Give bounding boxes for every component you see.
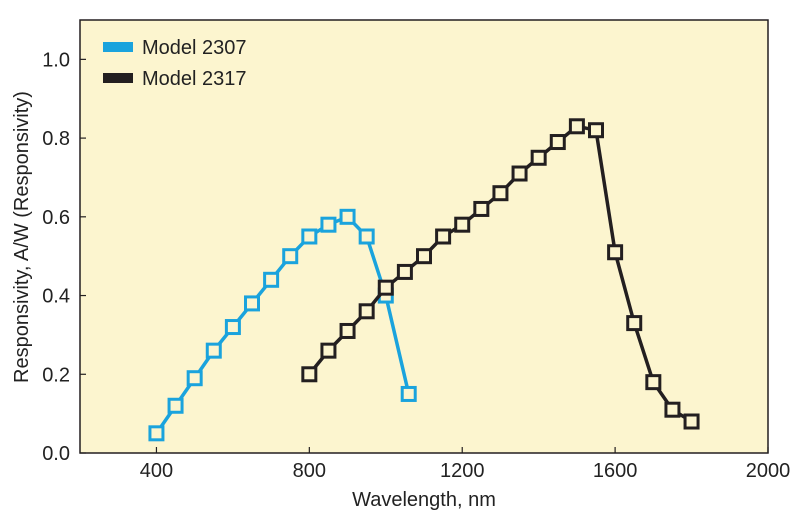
series-1 [148, 208, 417, 442]
data-point-marker [358, 303, 375, 320]
legend-label: Model 2307 [142, 37, 247, 59]
series-2 [301, 118, 700, 430]
y-tick-label: 0.2 [42, 364, 70, 386]
data-point-marker [396, 263, 413, 280]
legend-label: Model 2317 [142, 68, 247, 90]
x-tick-label: 1600 [593, 460, 638, 482]
y-tick-label: 0.4 [42, 286, 70, 308]
y-axis-title: Responsivity, A/W (Responsivity) [11, 91, 33, 383]
x-tick-label: 400 [140, 460, 173, 482]
data-point-marker [320, 342, 337, 359]
data-point-marker [263, 271, 280, 288]
data-point-marker [244, 295, 260, 312]
data-point-marker [454, 216, 471, 233]
data-point-marker [205, 342, 222, 359]
data-point-marker [511, 165, 528, 182]
data-point-marker [400, 385, 417, 402]
x-tick-label: 2000 [746, 460, 791, 482]
data-point-marker [339, 322, 356, 339]
x-axis-title: Wavelength, nm [352, 489, 496, 511]
data-point-marker [473, 200, 490, 217]
data-point-marker [224, 319, 241, 336]
legend-swatch [103, 73, 133, 83]
data-point-marker [607, 244, 624, 261]
legend-swatch [103, 42, 133, 52]
data-point-marker [588, 122, 604, 139]
x-tick-label: 800 [293, 460, 326, 482]
series-layer [148, 118, 700, 442]
data-point-marker [377, 279, 394, 296]
data-point-marker [167, 397, 184, 414]
data-point-marker [301, 366, 318, 383]
data-point-marker [664, 401, 681, 418]
y-tick-label: 1.0 [42, 49, 70, 71]
data-point-marker [568, 118, 585, 135]
data-point-marker [645, 374, 662, 391]
axes: 400 800 1200 1600 2000 0.0 0.2 0.4 0.6 0.8 1.0 [42, 49, 790, 482]
plot-frame [79, 19, 769, 454]
data-point-marker [358, 228, 375, 245]
y-tick-label: 0.0 [42, 443, 70, 465]
legend: Model 2307 Model 2317 [103, 37, 247, 90]
data-point-marker [320, 216, 337, 233]
data-point-marker [301, 228, 318, 245]
data-point-marker [549, 134, 566, 151]
data-point-marker [282, 248, 299, 265]
y-tick-label: 0.6 [42, 207, 70, 229]
y-tick-label: 0.8 [42, 128, 70, 150]
data-point-marker [339, 208, 356, 225]
data-point-marker [492, 185, 509, 202]
x-tick-label: 1200 [440, 460, 485, 482]
data-point-marker [416, 248, 432, 265]
data-point-marker [683, 413, 700, 430]
data-point-marker [186, 370, 203, 387]
data-point-marker [435, 228, 452, 245]
data-point-marker [530, 149, 547, 166]
data-point-marker [148, 425, 165, 442]
data-point-marker [626, 315, 643, 332]
